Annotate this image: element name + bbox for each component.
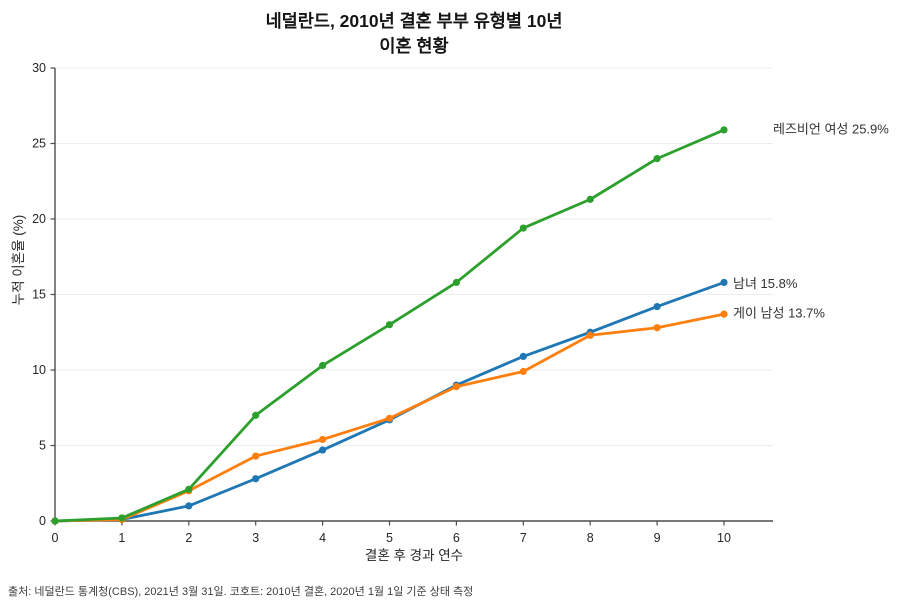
- y-tick-label: 5: [39, 439, 46, 453]
- x-tick-label: 2: [185, 531, 192, 545]
- x-tick-label: 1: [118, 531, 125, 545]
- data-point: [653, 324, 661, 332]
- chart-title-line1: 네덜란드, 2010년 결혼 부부 유형별 10년: [265, 11, 563, 31]
- data-point: [653, 155, 661, 163]
- data-point: [319, 435, 327, 444]
- data-point: [385, 321, 394, 329]
- y-tick-label: 15: [32, 288, 46, 302]
- x-axis-label: 결혼 후 경과 연수: [364, 548, 464, 563]
- series-line: [53, 281, 726, 523]
- data-point: [519, 224, 527, 232]
- data-point: [653, 302, 661, 311]
- data-point: [452, 383, 460, 391]
- series-end-label: 남녀 15.8%: [733, 276, 798, 291]
- x-tick-label: 0: [52, 531, 59, 545]
- data-point: [586, 331, 594, 339]
- y-tick-label: 30: [32, 61, 46, 75]
- data-point: [519, 352, 527, 361]
- x-tick-label: 9: [654, 531, 661, 545]
- data-point: [252, 452, 260, 460]
- source-note: 출처: 네덜란드 통계청(CBS), 2021년 3월 31일. 코호트: 20…: [8, 586, 474, 598]
- y-tick-label: 25: [32, 137, 46, 151]
- chart-title-line2: 이혼 현황: [379, 36, 449, 56]
- data-point: [319, 361, 327, 370]
- data-point: [519, 367, 527, 376]
- y-tick-label: 20: [32, 212, 46, 226]
- x-tick-label: 10: [717, 531, 731, 545]
- y-tick-label: 0: [39, 514, 46, 528]
- y-tick-label: 10: [32, 363, 46, 377]
- data-point: [385, 414, 394, 422]
- data-point: [586, 195, 594, 203]
- series-end-label: 레즈비언 여성 25.9%: [773, 121, 889, 136]
- x-tick-label: 4: [319, 531, 326, 545]
- x-tick-label: 3: [252, 531, 259, 545]
- data-point: [720, 126, 728, 134]
- chart-title: 네덜란드, 2010년 결혼 부부 유형별 10년 이혼 현황: [0, 9, 828, 59]
- x-tick-label: 8: [587, 531, 594, 545]
- x-tick-label: 5: [386, 531, 393, 545]
- data-point: [185, 485, 193, 493]
- data-point: [720, 310, 728, 318]
- data-point: [118, 514, 126, 522]
- data-point: [185, 502, 193, 510]
- series-end-label: 게이 남성 13.7%: [733, 306, 825, 321]
- data-point: [319, 446, 327, 454]
- data-point: [252, 411, 260, 419]
- data-point: [252, 475, 260, 483]
- data-point: [452, 278, 460, 287]
- data-point: [720, 278, 728, 287]
- data-point: [51, 517, 59, 525]
- x-tick-label: 6: [453, 531, 460, 545]
- x-tick-label: 7: [520, 531, 527, 545]
